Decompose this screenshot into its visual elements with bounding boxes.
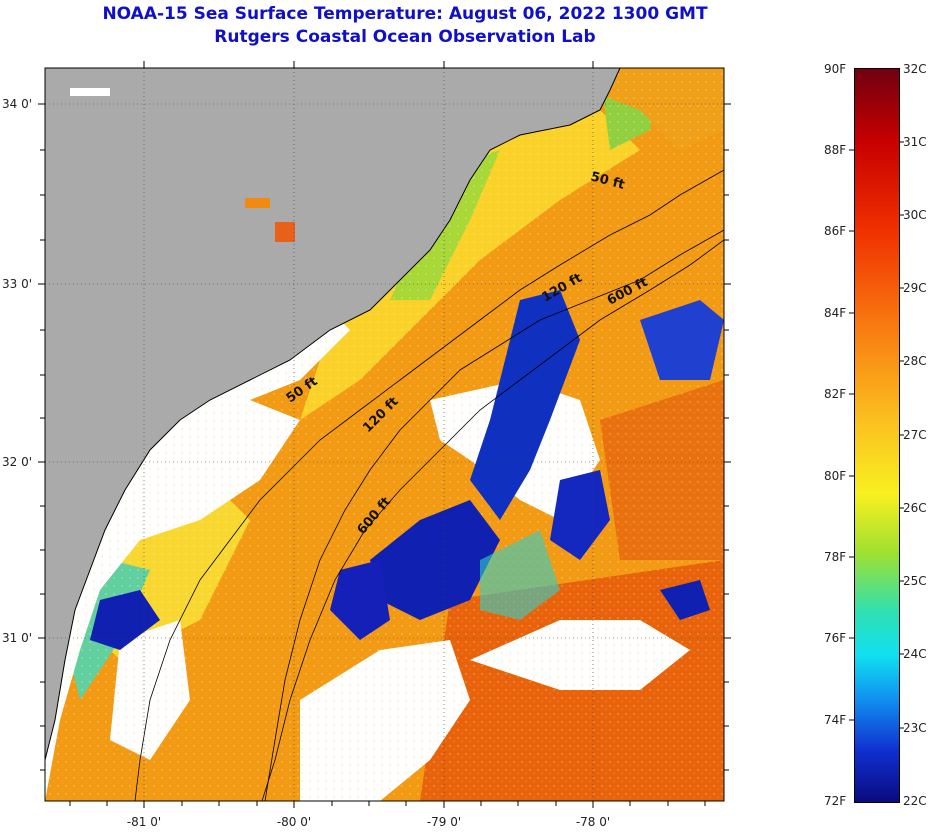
colorbar-label-72f: 72F: [824, 794, 847, 808]
map-subtitle: Rutgers Coastal Ocean Observation Lab: [214, 27, 596, 47]
cyan-streak: [480, 530, 560, 620]
cool-plume-3: [550, 470, 610, 560]
colorbar-label-82f: 82F: [824, 387, 847, 401]
colorbar-label-25c: 25C: [903, 574, 927, 588]
cool-plume-1: [470, 290, 580, 520]
map-frame: [44, 67, 725, 802]
axis-ticks: [38, 61, 731, 808]
lat-label-31: 31 0': [2, 631, 32, 645]
colorbar-label-29c: 29C: [903, 281, 927, 295]
isobath-50ft: [134, 169, 724, 801]
colorbar-label-26c: 26C: [903, 501, 927, 515]
colorbar-label-28c: 28C: [903, 354, 927, 368]
land-mass: [45, 68, 620, 760]
colorbar-label-80f: 80F: [824, 469, 847, 483]
isobath-120ft: [264, 229, 724, 801]
lat-label-34: 34 0': [2, 97, 32, 111]
inland-lake: [70, 88, 110, 96]
colorbar-label-32c: 32C: [903, 62, 927, 76]
lon-label-79: -79 0': [427, 815, 461, 829]
cool-plume-7: [660, 580, 710, 620]
colorbar-label-31c: 31C: [903, 135, 927, 149]
lat-label-32: 32 0': [2, 455, 32, 469]
colorbar-label-88f: 88F: [824, 143, 847, 157]
colorbar-label-84f: 84F: [824, 306, 847, 320]
map-title: NOAA-15 Sea Surface Temperature: August …: [102, 4, 708, 24]
colorbar-label-74f: 74F: [824, 713, 847, 727]
temperature-colorbar: [854, 68, 900, 803]
colorbar-label-24c: 24C: [903, 647, 927, 661]
lon-label-81: -81 0': [127, 815, 161, 829]
lake-marion: [275, 222, 295, 242]
colorbar-label-90f: 90F: [824, 62, 847, 76]
map-field: [45, 68, 724, 801]
lon-label-78: -78 0': [576, 815, 610, 829]
cool-plume-5: [640, 300, 724, 380]
colorbar-label-27c: 27C: [903, 428, 927, 442]
cool-plume-2: [370, 500, 500, 620]
colorbar-label-30c: 30C: [903, 208, 927, 222]
colorbar-label-76f: 76F: [824, 631, 847, 645]
lat-label-33: 33 0': [2, 277, 32, 291]
inland-reservoir: [245, 198, 270, 208]
lon-label-80: -80 0': [277, 815, 311, 829]
colorbar-label-86f: 86F: [824, 224, 847, 238]
colorbar-label-78f: 78F: [824, 550, 847, 564]
cool-plume-4: [330, 560, 390, 640]
colorbar-label-23c: 23C: [903, 721, 927, 735]
colorbar-label-22c: 22C: [903, 794, 927, 808]
cool-plume-6: [90, 590, 160, 650]
isobath-600ft: [261, 239, 724, 801]
coastline: [45, 68, 621, 761]
